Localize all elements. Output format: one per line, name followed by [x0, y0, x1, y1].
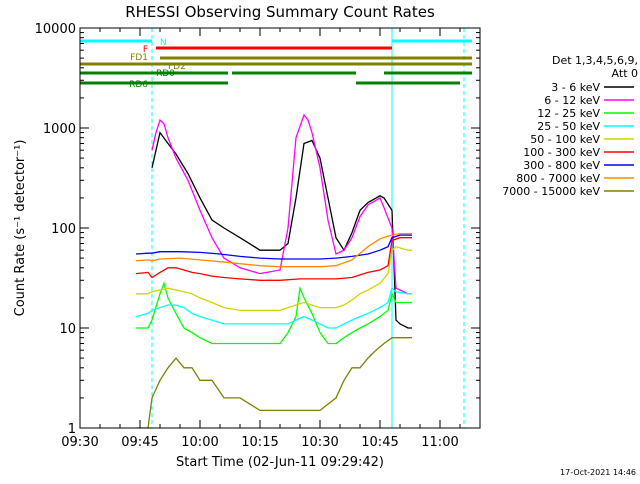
- legend-header-attenuator: Att 0: [612, 67, 638, 80]
- series-line-4: [136, 245, 412, 312]
- series-line-5: [135, 237, 412, 281]
- y-tick-label: 1: [68, 422, 76, 437]
- footer-timestamp: 17-Oct-2021 14:46: [560, 468, 636, 477]
- x-tick-label: 10:45: [361, 435, 398, 450]
- series-line-6: [135, 234, 412, 260]
- flag-label-f: F: [143, 45, 148, 55]
- y-tick-label: 10000: [35, 22, 76, 37]
- legend-label-0: 3 - 6 keV: [551, 81, 600, 94]
- x-tick-label: 09:30: [61, 435, 98, 450]
- x-tick-label: 10:15: [241, 435, 278, 450]
- series-line-2: [136, 281, 412, 345]
- flag-label-rd0: RD0: [156, 69, 175, 79]
- flag-label-fd2: FD2: [168, 62, 186, 72]
- y-tick-label: 1000: [43, 122, 76, 137]
- series-line-3: [135, 287, 412, 329]
- legend-label-1: 6 - 12 keV: [544, 94, 600, 107]
- series-line-8: [136, 337, 412, 428]
- legend-label-8: 7000 - 15000 keV: [502, 185, 600, 198]
- series-line-7: [135, 232, 412, 268]
- legend-label-5: 100 - 300 keV: [523, 146, 600, 159]
- series-line-0: [151, 131, 412, 329]
- legend-header-detectors: Det 1,3,4,5,6,9,: [552, 54, 638, 67]
- legend-label-6: 300 - 800 keV: [523, 159, 600, 172]
- flag-label-rd6: RD6: [129, 80, 148, 90]
- legend-label-2: 12 - 25 keV: [537, 107, 600, 120]
- x-tick-label: 09:45: [121, 435, 158, 450]
- series-line-1: [151, 113, 412, 295]
- flag-label-fd1: FD1: [130, 53, 148, 63]
- x-tick-label: 10:30: [301, 435, 338, 450]
- x-tick-label: 11:00: [421, 435, 458, 450]
- legend-label-3: 25 - 50 keV: [537, 120, 600, 133]
- flag-label-n: N: [160, 38, 167, 48]
- y-tick-label: 100: [51, 222, 76, 237]
- legend-label-7: 800 - 7000 keV: [516, 172, 600, 185]
- y-axis-label: Count Rate (s⁻¹ detector⁻¹): [13, 140, 28, 317]
- y-tick-label: 10: [59, 322, 76, 337]
- chart-title: RHESSI Observing Summary Count Rates: [125, 3, 435, 21]
- x-axis-label: Start Time (02-Jun-11 09:29:42): [176, 455, 384, 470]
- x-tick-label: 10:00: [181, 435, 218, 450]
- legend-label-4: 50 - 100 keV: [530, 133, 600, 146]
